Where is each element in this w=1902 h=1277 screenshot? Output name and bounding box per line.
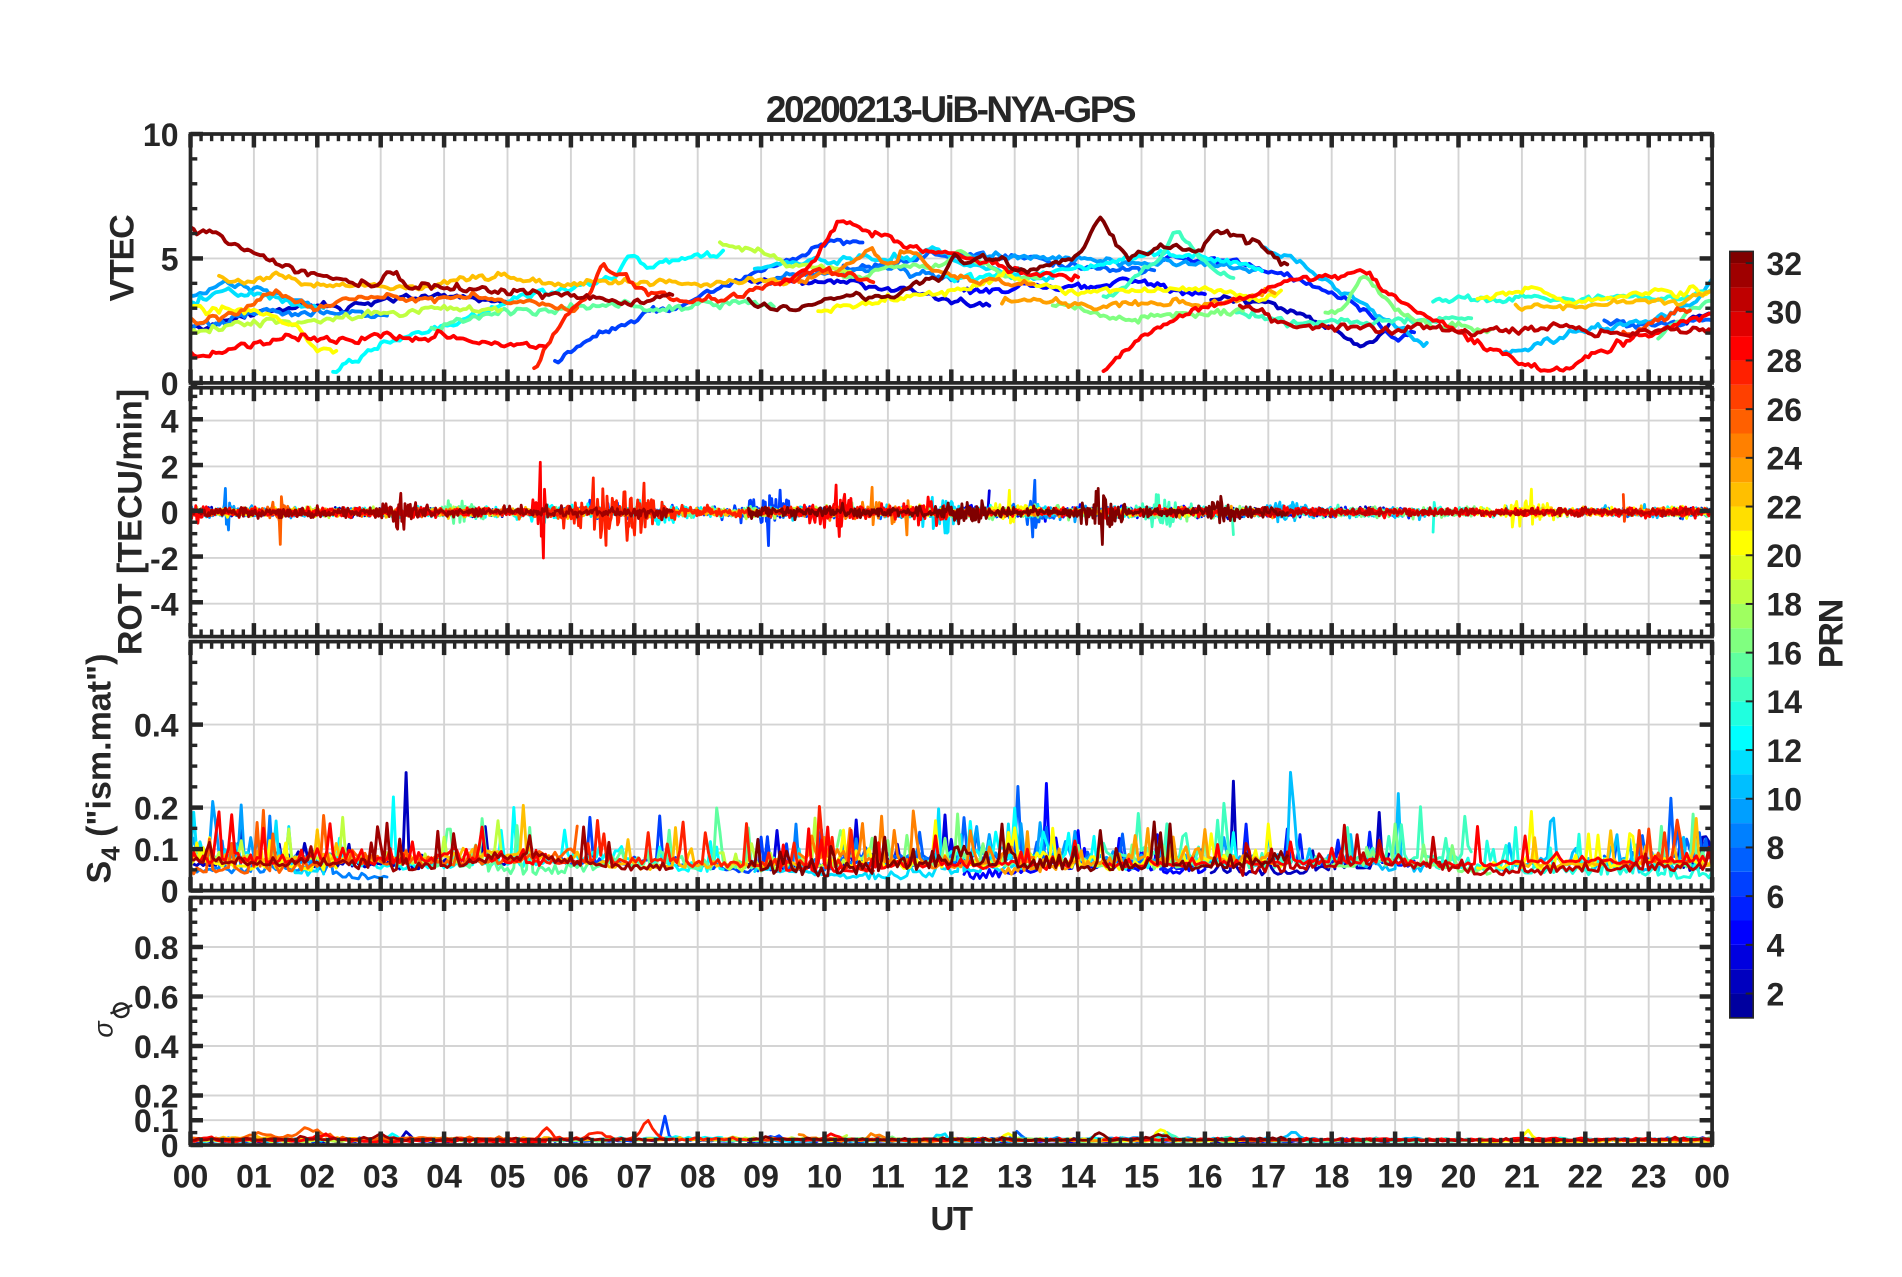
svg-text:5: 5 xyxy=(161,241,179,277)
svg-text:12: 12 xyxy=(934,1159,970,1195)
svg-text:-2: -2 xyxy=(150,541,178,577)
svg-text:01: 01 xyxy=(236,1159,272,1195)
svg-text:0: 0 xyxy=(161,874,179,910)
svg-text:-4: -4 xyxy=(150,587,179,623)
svg-text:UT: UT xyxy=(931,1200,973,1237)
svg-text:11: 11 xyxy=(871,1159,905,1195)
svg-text:σ: σ xyxy=(89,1020,119,1038)
svg-text:16: 16 xyxy=(1187,1159,1223,1195)
svg-text:0.2: 0.2 xyxy=(134,1079,178,1115)
svg-text:26: 26 xyxy=(1767,392,1803,428)
svg-text:VTEC: VTEC xyxy=(104,215,142,302)
svg-text:14: 14 xyxy=(1767,684,1803,720)
svg-text:09: 09 xyxy=(743,1159,779,1195)
svg-text:10: 10 xyxy=(1767,782,1803,818)
svg-text:0.6: 0.6 xyxy=(134,980,178,1016)
svg-text:0.4: 0.4 xyxy=(134,1029,179,1065)
svg-text:21: 21 xyxy=(1504,1159,1540,1195)
svg-text:19: 19 xyxy=(1377,1159,1413,1195)
svg-text:16: 16 xyxy=(1767,635,1803,671)
svg-text:08: 08 xyxy=(680,1159,716,1195)
svg-text:00: 00 xyxy=(1694,1159,1730,1195)
svg-text:8: 8 xyxy=(1767,830,1785,866)
svg-text:23: 23 xyxy=(1631,1159,1667,1195)
svg-text:22: 22 xyxy=(1568,1159,1604,1195)
svg-text:07: 07 xyxy=(617,1159,653,1195)
svg-text:05: 05 xyxy=(490,1159,526,1195)
svg-text:PRN: PRN xyxy=(1813,600,1851,668)
svg-text:12: 12 xyxy=(1767,733,1803,769)
svg-text:18: 18 xyxy=(1314,1159,1350,1195)
svg-text:0: 0 xyxy=(161,1128,179,1164)
svg-text:0.2: 0.2 xyxy=(134,791,178,827)
svg-text:24: 24 xyxy=(1767,441,1803,477)
svg-text:18: 18 xyxy=(1767,587,1803,623)
svg-text:10: 10 xyxy=(143,117,179,153)
svg-text:30: 30 xyxy=(1767,295,1803,331)
svg-text:2: 2 xyxy=(161,449,179,485)
svg-text:17: 17 xyxy=(1251,1159,1287,1195)
svg-text:20: 20 xyxy=(1767,538,1803,574)
svg-text:13: 13 xyxy=(997,1159,1033,1195)
svg-text:0: 0 xyxy=(161,366,179,402)
svg-text:0.4: 0.4 xyxy=(134,708,179,744)
svg-text:0.1: 0.1 xyxy=(134,832,178,868)
svg-text:ROT [TECU/min]: ROT [TECU/min] xyxy=(111,389,149,655)
svg-text:32: 32 xyxy=(1767,246,1803,282)
svg-text:04: 04 xyxy=(426,1159,462,1195)
svg-text:0.8: 0.8 xyxy=(134,930,178,966)
svg-text:14: 14 xyxy=(1060,1159,1096,1195)
svg-text:15: 15 xyxy=(1124,1159,1160,1195)
svg-text:20: 20 xyxy=(1441,1159,1477,1195)
svg-text:4: 4 xyxy=(1767,928,1785,964)
svg-text:06: 06 xyxy=(553,1159,589,1195)
svg-text:2: 2 xyxy=(1767,976,1785,1012)
svg-text:4: 4 xyxy=(161,404,179,440)
svg-text:10: 10 xyxy=(807,1159,843,1195)
svg-text:6: 6 xyxy=(1767,879,1785,915)
svg-text:00: 00 xyxy=(173,1159,209,1195)
svg-text:22: 22 xyxy=(1767,489,1803,525)
svg-text:20200213-UiB-NYA-GPS: 20200213-UiB-NYA-GPS xyxy=(766,89,1136,130)
svg-text:03: 03 xyxy=(363,1159,399,1195)
svg-text:02: 02 xyxy=(300,1159,336,1195)
svg-text:0.1: 0.1 xyxy=(134,1103,178,1139)
svg-text:0: 0 xyxy=(161,495,179,531)
svg-text:28: 28 xyxy=(1767,343,1803,379)
svg-text:S4 ("ism.mat"): S4 ("ism.mat") xyxy=(81,654,126,884)
